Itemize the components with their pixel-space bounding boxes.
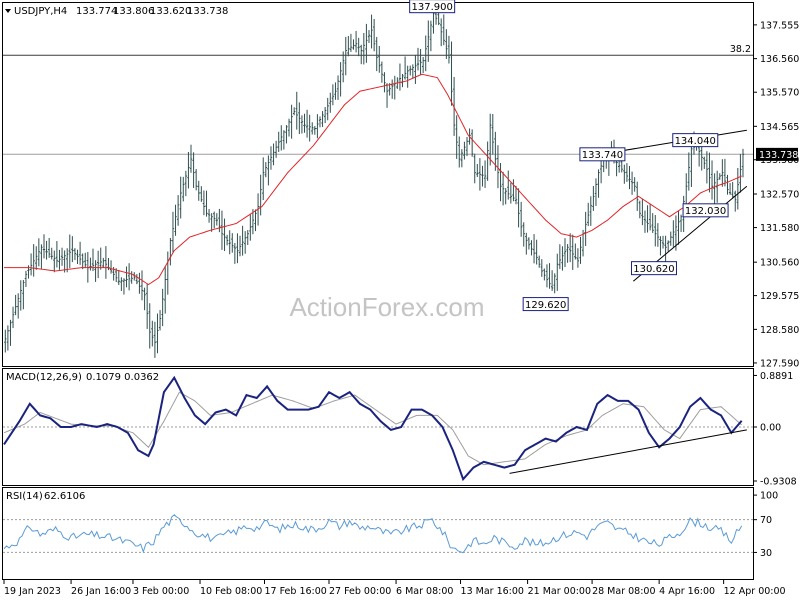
price-annotation-label: 133.740 — [582, 150, 623, 161]
time-tick-label: 26 Jan 16:00 — [71, 586, 131, 597]
price-annotation-label: 129.620 — [525, 300, 566, 311]
price-annotations: 137.900 129.620 133.740 134.040 130.620 132.0… — [409, 0, 729, 312]
price-tick-label: 129.575 — [760, 291, 799, 302]
rsi-tick-label: 30 — [760, 548, 772, 559]
price-annotation-label: 137.900 — [411, 2, 452, 13]
macd-trendline — [509, 429, 747, 474]
time-tick-label: 10 Feb 08:00 — [200, 586, 262, 597]
price-panel-frame — [2, 2, 754, 367]
macd-line — [3, 375, 743, 482]
rsi-tick-label: 70 — [760, 515, 772, 526]
time-tick-label: 17 Feb 16:00 — [265, 586, 327, 597]
price-tick-label: 137.555 — [760, 20, 799, 31]
rsi-header: RSI(14) 62.6106 — [6, 491, 85, 502]
time-tick-label: 28 Mar 08:00 — [592, 586, 655, 597]
price-annotation-box — [630, 261, 677, 276]
time-tick-label: 3 Feb 00:00 — [133, 586, 189, 597]
price-tick-label: 130.560 — [760, 258, 799, 269]
price-annotation-label: 134.040 — [675, 136, 716, 147]
price-tick-label: 131.580 — [760, 223, 799, 234]
time-tick-label: 6 Mar 08:00 — [396, 586, 453, 597]
rsi-tick-label: 100 — [760, 491, 778, 502]
price-annotation-label: 130.620 — [633, 264, 674, 275]
last-price-badge — [756, 147, 798, 161]
time-tick-label: 21 Mar 00:00 — [528, 586, 591, 597]
chart-header: USDJPY,H4 133.774 133.806 133.620 133.73… — [5, 6, 228, 17]
symbol-label: USDJPY,H4 — [14, 6, 67, 17]
price-annotation-box — [579, 147, 626, 162]
macd-tick-label: 0.00 — [760, 423, 781, 434]
rsi-panel-frame — [2, 487, 754, 580]
ma-line — [4, 73, 742, 286]
time-tick-label: 12 Apr 00:00 — [724, 586, 786, 597]
price-annotation-box — [682, 203, 729, 218]
price-annotation-box — [672, 133, 719, 148]
rsi-plot: 100 70 30 — [3, 491, 778, 559]
moving-average — [4, 73, 742, 286]
price-tick-label: 127.590 — [760, 358, 799, 369]
fib-level-label: 38.2 — [730, 44, 751, 55]
signal-line — [3, 391, 743, 466]
rsi-name: RSI(14) — [6, 491, 43, 502]
rsi-line — [3, 514, 743, 554]
price-annotation-box — [522, 297, 569, 312]
time-tick-label: 27 Feb 00:00 — [329, 586, 391, 597]
high-value: 133.806 — [113, 6, 154, 17]
low-value: 133.620 — [150, 6, 191, 17]
last-price-label: 133.738 — [759, 150, 798, 161]
price-annotation-label: 132.030 — [685, 206, 726, 217]
price-annotation-box — [409, 0, 456, 14]
price-tick-label: 135.570 — [760, 88, 799, 99]
price-candles — [4, 0, 745, 358]
time-tick-label: 19 Jan 2023 — [4, 586, 61, 597]
time-axis: 19 Jan 2023 26 Jan 16:00 3 Feb 00:00 10 Feb… — [3, 580, 786, 597]
macd-tick-label: 0.8891 — [760, 371, 793, 382]
watermark: ActionForex.com — [289, 292, 484, 322]
macd-header: MACD(12,26,9) 0.1079 0.0362 — [6, 372, 159, 383]
price-levels: 38.2 — [3, 44, 753, 155]
close-value: 133.738 — [187, 6, 228, 17]
price-tick-label: 132.570 — [760, 189, 799, 200]
time-tick-label: 13 Mar 16:00 — [461, 586, 524, 597]
price-tick-label: 136.560 — [760, 54, 799, 65]
macd-tick-label: -0.9308 — [760, 476, 797, 487]
price-tick-label: 128.580 — [760, 325, 799, 336]
time-tick-label: 4 Apr 16:00 — [659, 586, 715, 597]
macd-plot: 0.8891 0.00 -0.9308 — [3, 371, 797, 487]
macd-name: MACD(12,26,9) — [6, 372, 82, 383]
price-axis: 127.590 128.580 129.575 130.560 131.580 132.5… — [753, 20, 799, 369]
macd-values: 0.1079 0.0362 — [86, 372, 159, 383]
rsi-values: 62.6106 — [44, 491, 85, 502]
open-value: 133.774 — [76, 6, 117, 17]
price-tick-label: 134.565 — [760, 122, 799, 133]
collapse-triangle-icon[interactable] — [5, 9, 11, 13]
